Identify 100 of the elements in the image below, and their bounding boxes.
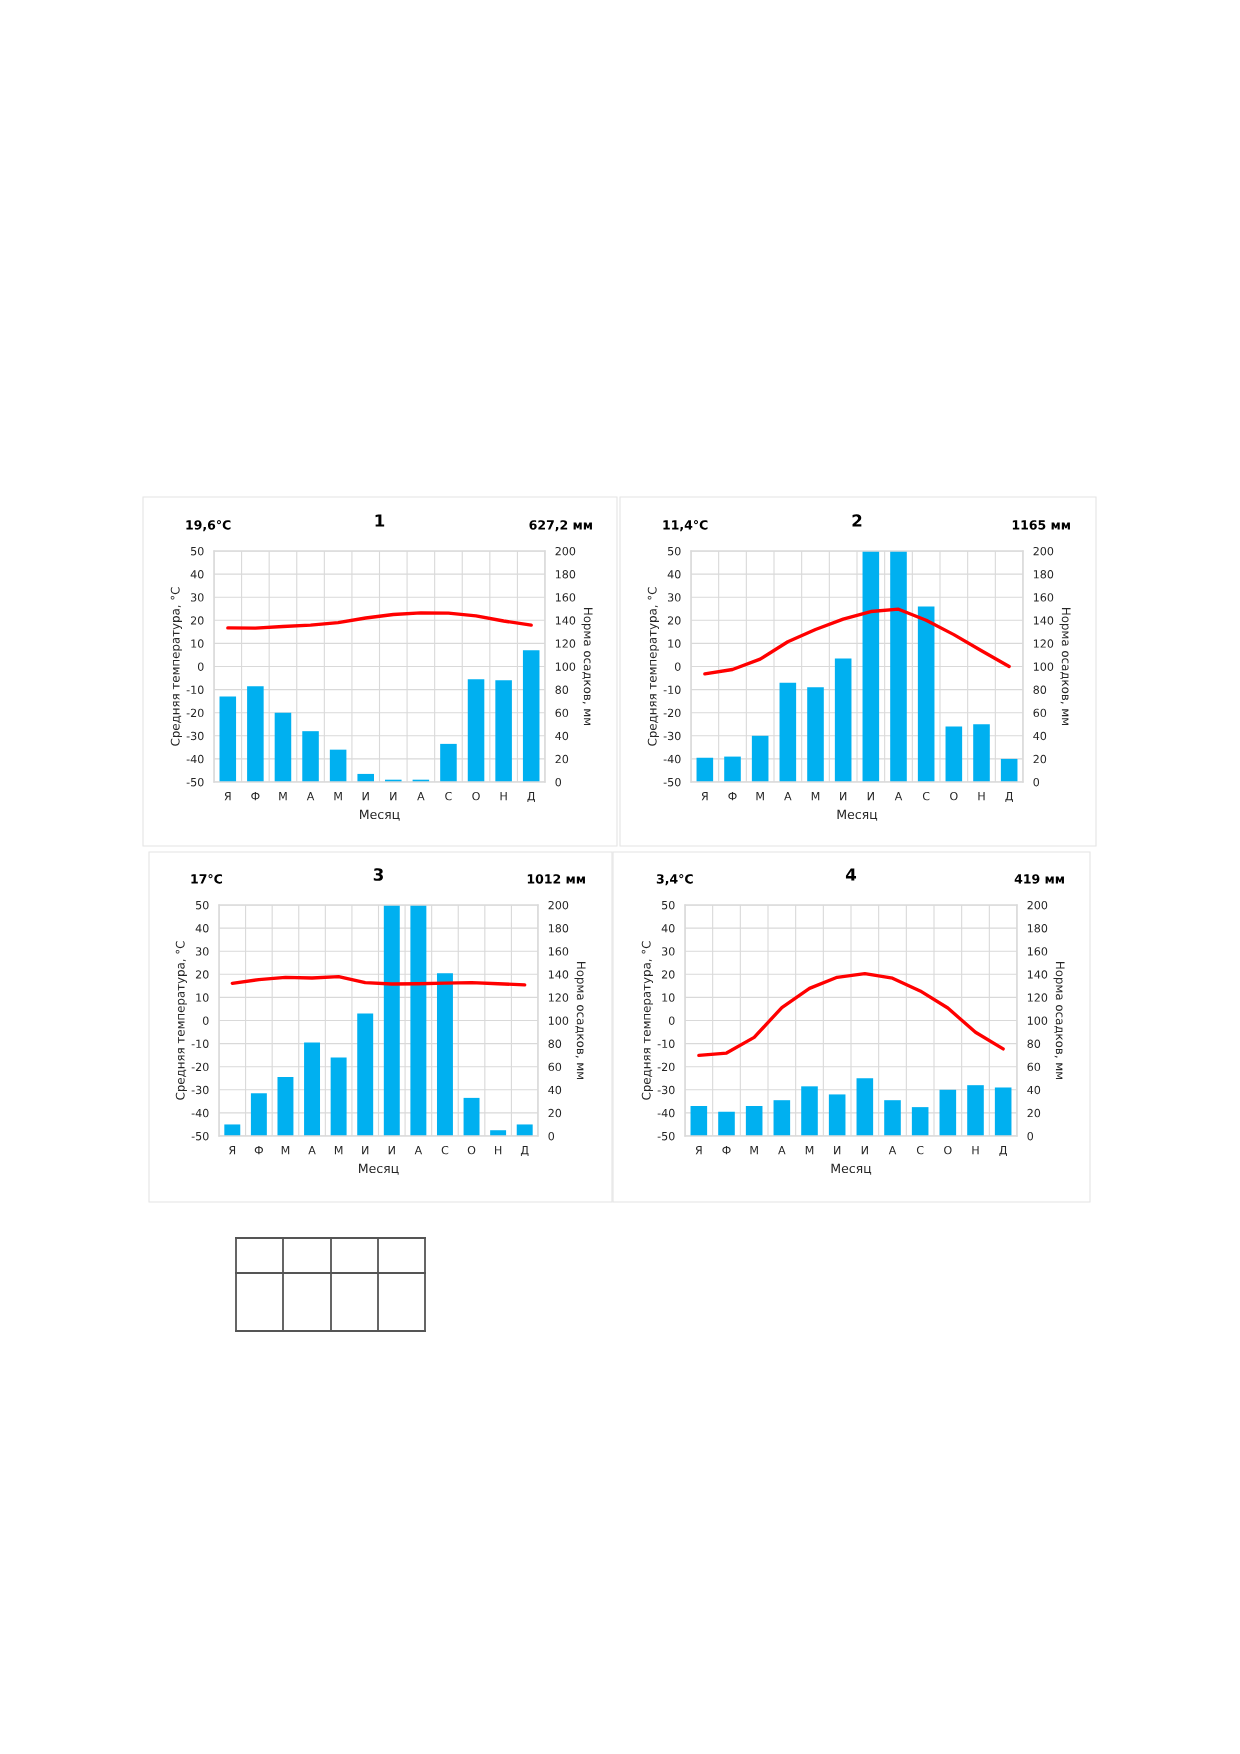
x-axis-title: Месяц [360,809,400,821]
bar [917,606,935,782]
x-axis-title: Месяц [359,1163,399,1175]
x-tick-label: М [805,1146,814,1155]
bar [304,1042,321,1136]
x-tick-label: О [944,1145,952,1155]
y-tick-label: 30 [195,947,209,956]
bar [219,696,237,782]
y2-tick-label: 80 [548,1039,562,1048]
y-tick-label: 40 [667,570,681,579]
y2-tick-label: 200 [555,546,576,556]
y2-tick-label: 140 [548,970,569,979]
y2-tick-label: 60 [548,1062,562,1072]
x-tick-label: Ф [728,792,737,801]
bar [495,680,512,782]
y2-tick-label: 180 [548,924,569,933]
x-tick-label: Ф [722,1146,731,1155]
line-series [230,974,527,987]
y2-tick-label: 60 [1033,708,1047,718]
y2-tick-label: 40 [555,731,569,741]
x-tick-label: С [922,791,930,801]
bar [277,1077,294,1136]
y2-tick-label: 120 [555,639,576,648]
x-tick-label: Н [978,792,985,801]
x-tick-label: А [894,792,903,801]
y2-axis-title: Норма осадков, мм [1053,962,1065,1080]
y-tick-label: -30 [186,731,204,741]
bar [751,735,769,782]
bar [862,551,880,782]
x-tick-label: М [334,792,342,801]
y-tick-label: 20 [661,970,675,979]
y2-tick-label: 180 [555,570,576,579]
text: 1165 мм [1012,520,1070,530]
text: 419 мм [1014,874,1064,884]
x-tick-label: М [750,1146,758,1155]
x-tick-label: Я [695,1146,702,1155]
chart-title: 4 [845,868,857,881]
text: 1012 мм [527,874,585,884]
y2-tick-label: 100 [548,1016,569,1025]
bar [1000,758,1018,782]
x-tick-label: О [950,791,958,801]
y-tick-label: -40 [191,1108,209,1118]
x-tick-label: Д [999,1146,1007,1156]
bar [330,1057,347,1136]
x-tick-label: И [834,1146,841,1155]
x-tick-label: И [867,792,874,801]
y2-tick-label: 100 [555,662,576,671]
x-tick-label: И [388,1146,395,1155]
x-tick-label: Д [1005,792,1013,802]
y2-tick-label: 80 [1033,685,1047,694]
bar [463,1097,480,1136]
chart-title: 1 [375,514,385,527]
bar [745,1105,763,1136]
y-tick-label: 0 [674,662,681,671]
x-axis-title: Месяц [831,1163,872,1175]
y2-tick-label: 100 [1027,1016,1048,1025]
text: 11,4°C [663,520,708,532]
x-tick-label: М [281,1146,290,1155]
y-tick-label: -40 [657,1108,675,1118]
x-tick-label: Н [500,792,507,801]
x-tick-label: И [362,1146,369,1155]
text: 627,2 мм [529,520,592,532]
bar [250,1093,267,1136]
y2-tick-label: 0 [555,777,562,787]
x-tick-label: А [306,792,315,801]
bar [724,756,741,782]
y-tick-label: -10 [663,685,681,694]
bar [302,731,319,782]
y2-tick-label: 140 [555,616,576,625]
y-tick-label: -30 [657,1085,675,1095]
y-tick-label: 20 [190,616,204,625]
y-tick-label: -10 [657,1039,675,1048]
y-tick-label: 40 [195,924,209,933]
y2-axis-title: Норма осадков, мм [1059,608,1071,726]
x-tick-label: М [811,792,820,801]
bar [890,551,907,782]
bar [967,1085,984,1136]
y-tick-label: -50 [191,1131,209,1141]
line-series [697,971,1005,1058]
x-tick-label: Ф [251,792,260,801]
y2-tick-label: 200 [548,900,569,910]
x-tick-label: А [888,1146,897,1155]
y2-tick-label: 0 [1027,1131,1034,1141]
bar [522,650,540,782]
y2-tick-label: 160 [548,947,569,956]
y-tick-label: -50 [186,777,204,787]
y-tick-label: -20 [657,1062,675,1072]
bar [247,686,264,782]
y2-tick-label: 0 [1033,777,1040,787]
bar [440,743,457,782]
y-tick-label: 50 [196,900,209,910]
y2-tick-label: 140 [1033,616,1054,625]
x-tick-label: А [778,1146,786,1155]
bar [467,679,485,782]
line-series [226,611,533,630]
bar [807,687,824,782]
bar [939,1089,957,1136]
y2-tick-label: 100 [1033,662,1054,671]
x-tick-label: А [784,792,792,801]
x-tick-label: А [417,792,425,801]
